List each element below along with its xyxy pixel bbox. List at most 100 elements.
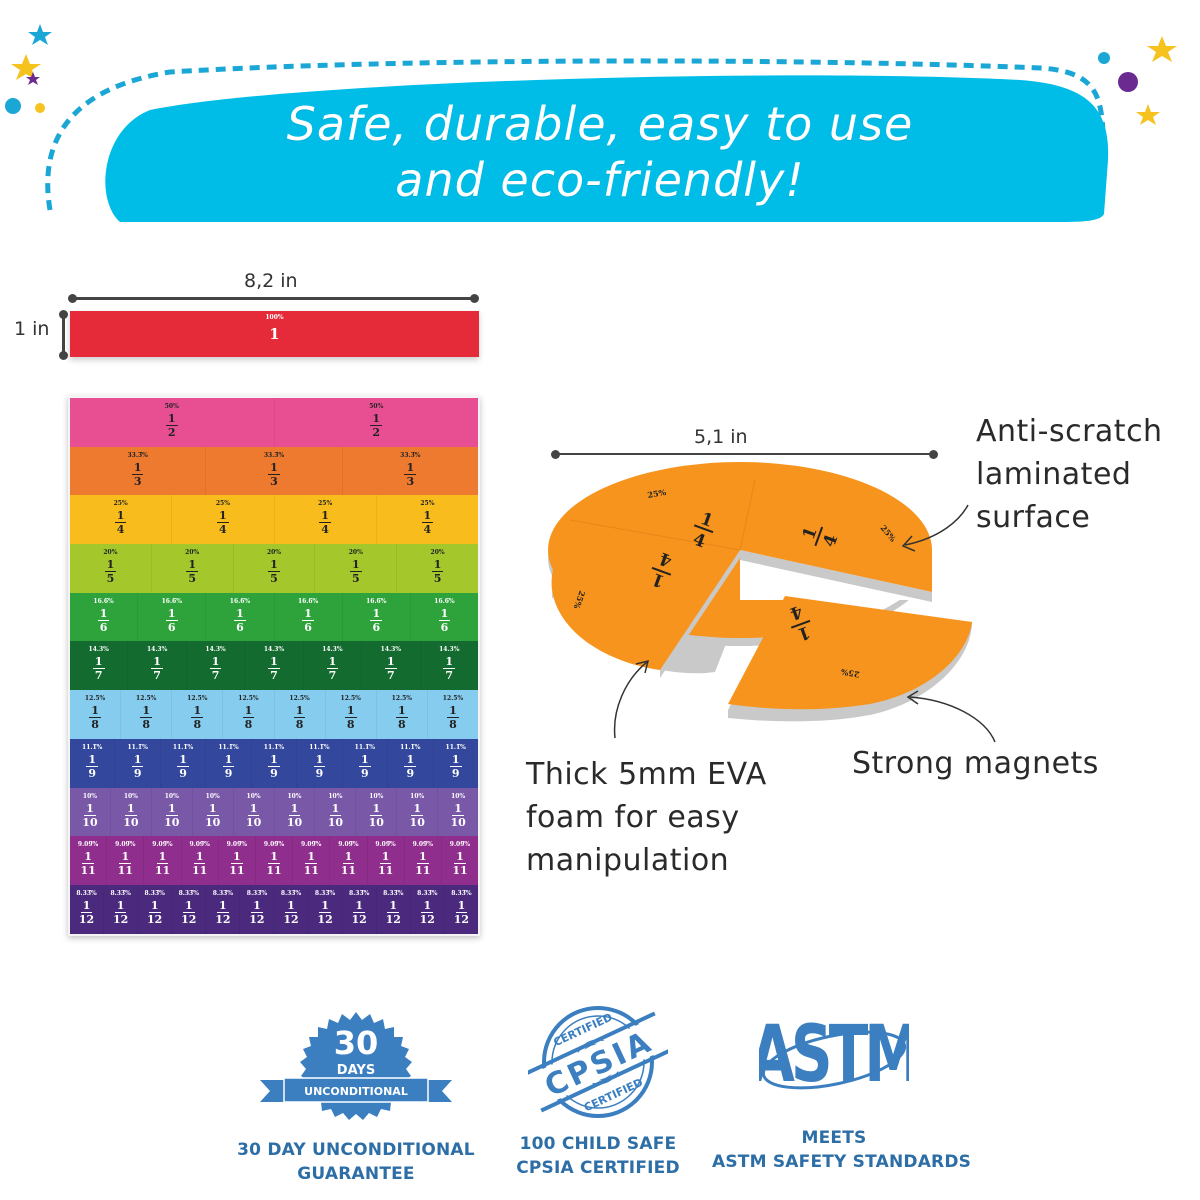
piece-denominator: 12 [283, 912, 299, 926]
piece-numerator: 1 [370, 606, 383, 621]
piece-denominator: 5 [270, 572, 278, 586]
fraction-piece: 25% 1 4 [377, 495, 478, 544]
fraction-piece: 8.33̅% 1 12 [411, 884, 445, 934]
piece-numerator: 1 [411, 801, 424, 816]
fraction-piece: 12.5% 1 8 [326, 690, 377, 739]
fraction-piece: 8.33̅% 1 12 [377, 884, 411, 934]
piece-denominator: 11 [266, 864, 282, 878]
banner-line-1: Safe, durable, easy to use [286, 97, 914, 151]
fraction-row-1-9: 11.1̅% 1 9 11.1̅% 1 9 11.1̅% 1 9 11.1̅% 1 9 11.1̅% 1 9… [70, 738, 478, 788]
piece-denominator: 12 [385, 912, 401, 926]
fraction-piece: 20% 1 5 [152, 544, 234, 593]
piece-denominator: 7 [445, 669, 454, 683]
fraction-piece: 20% 1 5 [315, 544, 398, 593]
piece-numerator: 1 [268, 752, 280, 767]
piece-percent: 50% [164, 403, 179, 410]
piece-numerator: 1 [293, 704, 306, 719]
svg-text:UNCONDITIONAL: UNCONDITIONAL [304, 1085, 408, 1098]
fraction-piece: 11.1̅% 1 9 [343, 738, 389, 788]
fraction-piece: 14.3% 1 7 [304, 641, 363, 691]
piece-denominator: 7 [270, 669, 278, 683]
piece-denominator: 10 [123, 815, 139, 829]
badge-caption: 100 CHILD SAFE CPSIA CERTIFIED [498, 1132, 698, 1180]
banner-shape [5, 24, 1177, 223]
piece-numerator: 1 [431, 558, 444, 573]
dimension-endpoint [68, 294, 77, 303]
piece-denominator: 12 [351, 912, 367, 926]
dimension-endpoint [59, 310, 68, 319]
piece-denominator: 12 [147, 912, 163, 926]
piece-numerator: 1 [131, 460, 144, 475]
piece-percent: 8.33̅% [451, 889, 472, 897]
piece-denominator: 10 [450, 815, 466, 829]
piece-denominator: 6 [99, 620, 108, 634]
fraction-piece: 9.09̅% 1 11 [330, 836, 368, 885]
piece-percent: 20% [348, 549, 363, 557]
piece-percent: 9.09̅% [152, 841, 173, 849]
piece-numerator: 1 [421, 898, 434, 913]
piece-denominator: 2 [372, 426, 381, 439]
piece-numerator: 1 [151, 655, 163, 670]
callout-line: Strong magnets [852, 746, 1099, 781]
fraction-row-1-2: 50% 1 2 50% 1 2 [70, 398, 478, 447]
fraction-piece: 12.5% 1 8 [121, 690, 173, 739]
fraction-piece: 9.09̅% 1 11 [107, 836, 145, 885]
piece-numerator: 1 [165, 606, 178, 621]
piece-numerator: 1 [359, 752, 371, 767]
fraction-piece: 9.09̅% 1 11 [293, 836, 331, 885]
fraction-row-1-10: 10% 1 10 10% 1 10 10% 1 10 10% 1 10 10% 1 10 10% 1 10 10% 1… [70, 787, 478, 837]
badge-cpsia-certified: CPSIA CERTIFIED CERTIFIED 100 CHILD SAFE… [498, 1004, 698, 1180]
piece-percent: 33.3̅% [127, 451, 148, 459]
piece-percent: 10% [123, 792, 138, 800]
dimension-endpoint [59, 351, 68, 360]
piece-denominator: 5 [351, 572, 360, 586]
piece-percent: 12.5% [84, 695, 106, 703]
piece-percent: 9.09̅% [263, 841, 285, 849]
piece-percent: 10% [205, 792, 220, 800]
piece-denominator: 12 [453, 912, 470, 926]
callout-line: manipulation [526, 843, 730, 878]
fraction-piece: 8.33̅% 1 12 [206, 884, 241, 934]
fraction-piece: 10% 1 10 [356, 787, 398, 837]
piece-numerator: 1 [395, 704, 408, 719]
fraction-piece: 9.09̅% 1 11 [442, 836, 478, 885]
fraction-piece: 9.09̅% 1 11 [219, 836, 256, 885]
piece-numerator: 1 [353, 898, 365, 913]
piece-percent: 20% [266, 549, 282, 557]
fraction-piece: 14.3% 1 7 [362, 641, 421, 691]
svg-text:30: 30 [334, 1024, 379, 1062]
piece-percent: 9.09̅% [338, 841, 359, 849]
piece-denominator: 8 [142, 718, 151, 732]
piece-numerator: 1 [285, 898, 297, 913]
piece-numerator: 1 [416, 850, 429, 865]
piece-percent: 10% [246, 792, 261, 800]
piece-numerator: 1 [222, 752, 235, 767]
piece-percent: 10% [328, 792, 343, 800]
piece-numerator: 1 [247, 801, 260, 816]
bar-width-line [72, 297, 476, 300]
piece-numerator: 1 [370, 412, 383, 426]
piece-percent: 9.09̅% [77, 841, 99, 849]
fraction-piece: 20% 1 5 [397, 544, 478, 593]
pie-three-quarters [548, 462, 980, 678]
fraction-piece: 10% 1 10 [315, 787, 357, 837]
guarantee-seal-icon: 30 DAYS UNCONDITIONAL [260, 1012, 452, 1120]
piece-denominator: 7 [94, 669, 103, 683]
fraction-piece: 9.09̅% 1 11 [144, 836, 182, 885]
piece-percent: 9.09̅% [115, 841, 136, 849]
piece-percent: 11.1̅% [445, 743, 466, 751]
piece-numerator: 1 [182, 898, 195, 913]
fraction-piece: 8.33̅% 1 12 [309, 884, 343, 934]
callout-line: foam for easy [526, 800, 740, 835]
piece-percent: 11.1̅% [400, 743, 421, 751]
piece-denominator: 4 [423, 523, 432, 537]
pie-width-label: 5,1 in [694, 426, 748, 448]
fraction-piece: 8.33̅% 1 12 [274, 884, 309, 934]
piece-denominator: 9 [179, 766, 187, 780]
fraction-piece: 50% 1 2 [70, 398, 275, 447]
piece-percent: 10% [410, 792, 425, 800]
piece-denominator: 10 [245, 815, 262, 829]
piece-denominator: 7 [386, 669, 395, 683]
fraction-piece: 14.3% 1 7 [245, 641, 304, 691]
piece-numerator: 1 [384, 655, 397, 670]
